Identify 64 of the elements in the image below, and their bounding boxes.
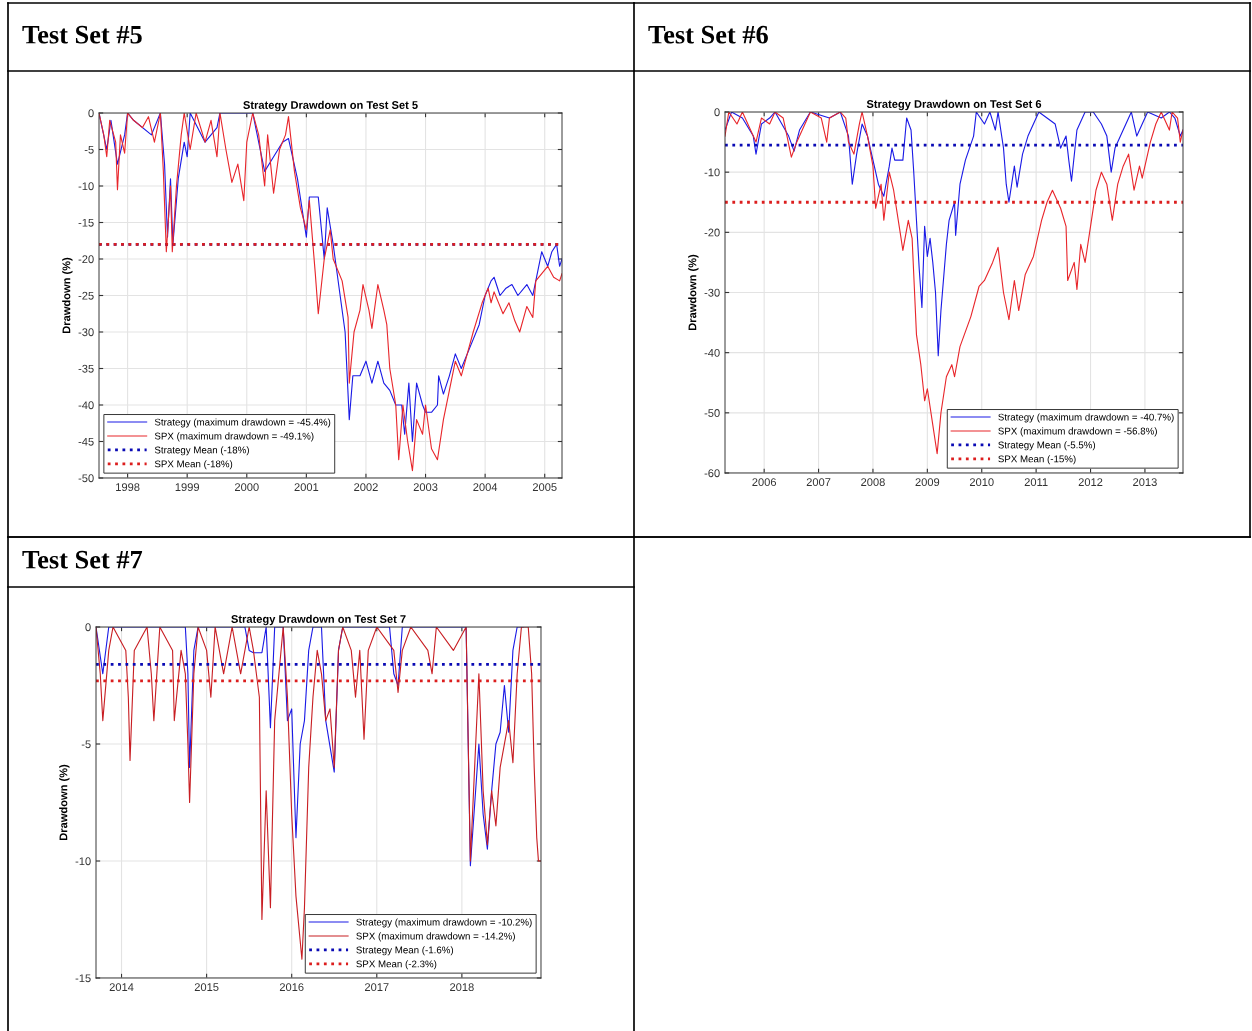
y-tick-label: -45 bbox=[78, 437, 94, 446]
y-tick-label: -5 bbox=[84, 145, 94, 154]
x-tick-label: 2004 bbox=[473, 483, 498, 492]
y-tick-label: -10 bbox=[78, 182, 94, 191]
y-tick-label: -30 bbox=[78, 328, 94, 337]
legend-label: Strategy (maximum drawdown = -40.7%) bbox=[998, 413, 1174, 423]
chart-title: Strategy Drawdown on Test Set 6 bbox=[866, 99, 1042, 111]
y-axis-title: Drawdown (%) bbox=[62, 257, 73, 334]
legend-label: Strategy Mean (-18%) bbox=[154, 446, 249, 456]
x-tick-label: 2006 bbox=[752, 478, 777, 487]
y-tick-label: -5 bbox=[81, 740, 91, 749]
y-tick-label: -25 bbox=[78, 291, 94, 300]
y-tick-label: -40 bbox=[704, 348, 720, 357]
x-tick-label: 2007 bbox=[806, 478, 831, 487]
y-tick-label: -60 bbox=[704, 469, 720, 478]
x-tick-label: 2016 bbox=[279, 983, 304, 992]
legend-label: Strategy (maximum drawdown = -10.2%) bbox=[356, 918, 532, 928]
y-tick-label: -35 bbox=[78, 364, 94, 373]
y-tick-label: -50 bbox=[704, 409, 720, 417]
x-tick-label: 2018 bbox=[450, 983, 474, 992]
y-tick-label: 0 bbox=[85, 623, 91, 632]
legend-label: SPX (maximum drawdown = -14.2%) bbox=[356, 932, 515, 942]
y-tick-label: -30 bbox=[704, 288, 720, 297]
legend-label: Strategy Mean (-5.5%) bbox=[998, 441, 1096, 451]
x-tick-label: 2017 bbox=[364, 983, 389, 992]
x-tick-label: 2002 bbox=[354, 483, 378, 492]
chart-title: Strategy Drawdown on Test Set 5 bbox=[243, 100, 418, 112]
x-tick-label: 2012 bbox=[1078, 478, 1103, 487]
y-tick-label: 0 bbox=[88, 109, 94, 118]
x-tick-label: 1998 bbox=[116, 483, 140, 492]
text: Test Set #6 bbox=[648, 25, 768, 44]
y-tick-label: -10 bbox=[704, 168, 720, 177]
y-tick-label: -40 bbox=[78, 401, 94, 410]
x-tick-label: 2008 bbox=[861, 478, 885, 487]
x-tick-label: 2009 bbox=[915, 478, 940, 487]
legend-label: SPX (maximum drawdown = -49.1%) bbox=[154, 432, 314, 442]
legend-label: Strategy Mean (-1.6%) bbox=[356, 946, 454, 956]
y-tick-label: -15 bbox=[75, 974, 91, 983]
y-tick-label: -20 bbox=[704, 228, 720, 237]
y-tick-label: -10 bbox=[75, 857, 91, 866]
y-tick-label: -50 bbox=[78, 474, 94, 483]
x-tick-label: 2013 bbox=[1133, 478, 1157, 487]
x-tick-label: 2003 bbox=[413, 483, 438, 492]
y-tick-label: 0 bbox=[714, 108, 720, 117]
x-tick-label: 2000 bbox=[234, 483, 259, 492]
chart-title: Strategy Drawdown on Test Set 7 bbox=[231, 614, 406, 626]
legend-label: SPX Mean (-18%) bbox=[154, 460, 233, 470]
x-tick-label: 2010 bbox=[969, 478, 994, 487]
legend-label: SPX (maximum drawdown = -56.8%) bbox=[998, 427, 1157, 437]
x-tick-label: 2015 bbox=[194, 983, 219, 992]
y-axis-title: Drawdown (%) bbox=[59, 764, 70, 841]
text: Test Set #7 bbox=[22, 550, 143, 569]
x-tick-label: 2005 bbox=[532, 483, 557, 492]
text: Test Set #5 bbox=[22, 25, 142, 44]
x-tick-label: 2001 bbox=[294, 483, 319, 492]
y-tick-label: -20 bbox=[78, 255, 94, 264]
x-tick-label: 2014 bbox=[109, 983, 134, 992]
legend-label: Strategy (maximum drawdown = -45.4%) bbox=[154, 418, 331, 428]
legend-label: SPX Mean (-2.3%) bbox=[356, 960, 437, 970]
y-tick-label: -15 bbox=[78, 218, 94, 227]
legend-label: SPX Mean (-15%) bbox=[998, 455, 1076, 465]
x-tick-label: 2011 bbox=[1024, 478, 1048, 487]
x-tick-label: 1999 bbox=[175, 483, 200, 492]
y-axis-title: Drawdown (%) bbox=[688, 254, 699, 331]
